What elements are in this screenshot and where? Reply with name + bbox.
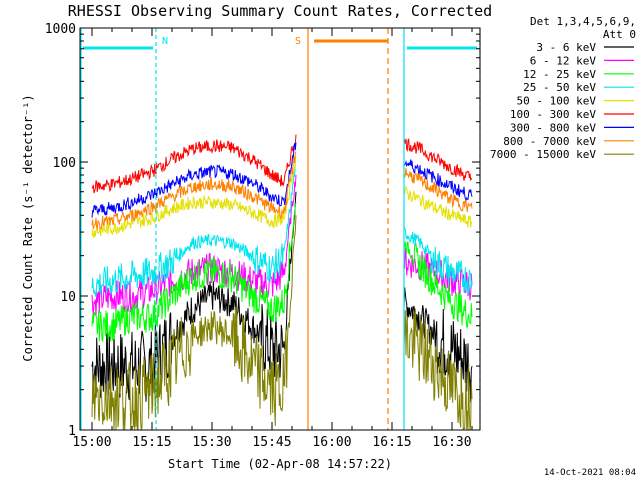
legend-label-1: 6 - 12 keV: [530, 54, 597, 67]
chart-title: RHESSI Observing Summary Count Rates, Co…: [68, 2, 492, 20]
series-line-6-segment-1: [403, 159, 473, 202]
legend-label-8: 7000 - 15000 keV: [490, 148, 596, 161]
series-line-7-segment-0: [91, 151, 297, 232]
series-line-5-segment-1: [403, 137, 473, 182]
series-line-3-segment-1: [403, 226, 473, 296]
legend-header-line-2: Att 0: [603, 28, 636, 41]
legend-label-0: 3 - 6 keV: [536, 41, 596, 54]
x-tick-label: 15:45: [252, 435, 291, 450]
x-tick-label: 16:15: [372, 435, 411, 450]
x-tick-label: 15:00: [72, 435, 111, 450]
x-axis-label: Start Time (02-Apr-08 14:57:22): [168, 457, 392, 471]
series-line-3-segment-0: [91, 160, 297, 297]
x-tick-label: 15:15: [132, 435, 171, 450]
x-tick-label: 16:00: [312, 435, 351, 450]
y-tick-label: 1000: [45, 22, 76, 37]
series-line-2-segment-0: [91, 202, 297, 342]
night-flag-label: N: [162, 36, 168, 47]
legend-label-4: 50 - 100 keV: [517, 95, 597, 108]
legend-label-6: 300 - 800 keV: [510, 121, 596, 134]
plot-frame: [79, 27, 481, 431]
saa-flag-label: S: [295, 36, 301, 47]
legend-header-line-1: Det 1,3,4,5,6,9,: [530, 15, 636, 28]
series-line-8-segment-1: [403, 308, 473, 431]
footer-date: 14-Oct-2021 08:04: [544, 468, 636, 478]
legend-label-2: 12 - 25 keV: [523, 68, 596, 81]
y-tick-label: 1: [68, 424, 76, 439]
x-tick-label: 15:30: [192, 435, 231, 450]
series-line-6-segment-0: [91, 142, 297, 218]
series-line-4-segment-1: [403, 185, 473, 228]
series-line-5-segment-0: [91, 134, 297, 194]
series-line-8-segment-0: [91, 215, 297, 431]
plot-area: N S 1 10 100 1000 15:00 15:15 15:30 15:45 16:00 16:…: [45, 22, 481, 450]
x-tick-label: 16:30: [432, 435, 471, 450]
series-line-7-segment-1: [403, 168, 473, 213]
legend-label-7: 800 - 7000 keV: [503, 135, 596, 148]
y-tick-label: 100: [53, 156, 76, 171]
series-line-0-segment-0: [91, 191, 297, 404]
legend-label-3: 25 - 50 keV: [523, 81, 596, 94]
series-line-4-segment-0: [91, 156, 297, 239]
y-tick-label: 10: [60, 290, 76, 305]
y-axis-label: Corrected Count Rate (s⁻¹ detector⁻¹): [21, 94, 35, 361]
legend-label-5: 100 - 300 keV: [510, 108, 596, 121]
